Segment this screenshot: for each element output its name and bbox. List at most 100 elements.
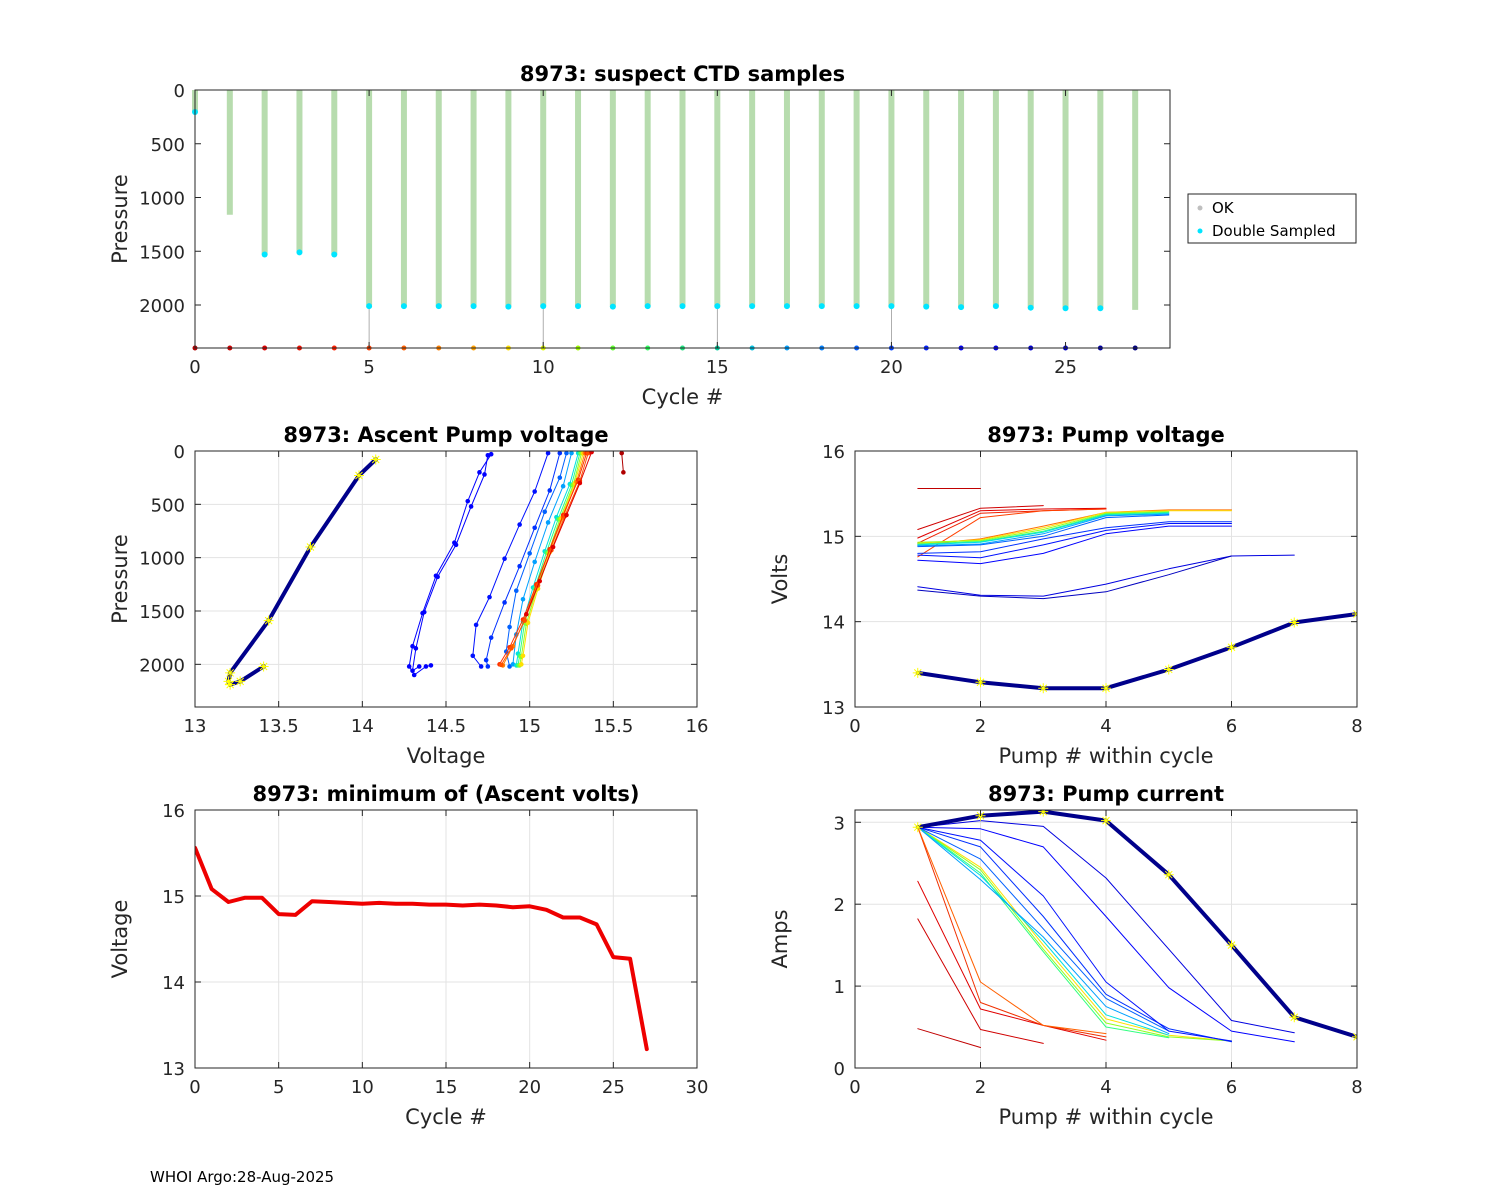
star-marker [1038,683,1049,694]
star-marker [225,679,236,690]
chart-ascent-pump-voltage: 13 13.5 14 14.5 15 15.5 16 0 500 1000 1500 2000 8973… [108,423,708,768]
y-tick-label: 15 [162,887,185,908]
x-axis-label: Pump # within cycle [999,1105,1214,1129]
x-tick-label: 8 [1351,716,1362,737]
y-tick-label: 1000 [139,549,185,570]
series-line [519,452,582,666]
data-point [502,556,507,562]
x-tick-label: 6 [1226,1077,1237,1098]
x-axis-label: Pump # within cycle [999,744,1214,768]
series-line [917,826,1232,1043]
chart-title: 8973: Pump current [988,782,1224,806]
series-line [915,810,1357,1039]
double-sampled-point [366,303,373,310]
legend-label: Double Sampled [1212,222,1336,240]
data-point [532,559,537,565]
plot-series [195,845,649,1052]
x-tick-label: 0 [849,1077,860,1098]
data-point [416,664,422,669]
x-tick-label: 0 [849,716,860,737]
star-marker [912,667,923,678]
double-sampled-point [540,303,547,310]
data-point [488,635,494,640]
double-sampled-point [818,303,825,310]
series-line [917,512,1170,546]
data-point [508,646,514,651]
data-point [411,672,417,678]
data-point [473,622,479,628]
data-point [545,451,551,456]
series-line [917,523,1232,559]
series-line [472,452,549,667]
series-line [917,826,1232,1042]
y-tick-label: 1500 [139,602,185,623]
series-line [917,514,1170,548]
series-line [917,826,1107,1038]
y-tick-label: 14 [162,973,185,994]
star-marker [1226,940,1237,951]
double-sampled-point [609,303,616,310]
double-sampled-point [749,303,756,310]
y-tick-label: 500 [151,495,185,516]
series-line [485,452,561,667]
x-tick-label: 0 [189,357,200,378]
x-tick-label: 5 [363,357,374,378]
series-line [917,826,1170,1039]
data-point [519,662,524,667]
x-tick-label: 10 [351,1077,374,1098]
chart-title: 8973: Ascent Pump voltage [283,423,608,447]
x-tick-label: 4 [1100,716,1111,737]
double-sampled-point [331,251,338,258]
data-point [560,483,566,489]
star-marker [975,677,986,688]
data-point [487,594,492,600]
series-line [915,612,1357,691]
data-point [520,653,526,659]
series-line [917,826,1295,1043]
star-marker [370,454,381,465]
star-marker [305,542,316,552]
series-line [917,826,1232,1042]
y-tick-label: 2 [834,895,845,916]
data-point [550,544,556,550]
data-point [532,489,537,494]
data-point [569,451,574,456]
series-line [917,521,1232,554]
y-tick-label: 13 [162,1059,185,1080]
series-line [917,918,1044,1044]
plot-series [223,451,626,690]
series-line [917,511,1170,545]
data-point [513,588,519,594]
series-line [505,452,567,667]
y-tick-label: 1 [834,977,845,998]
data-point [547,488,553,493]
x-axis-label: Cycle # [405,1105,487,1129]
star-marker [1289,1012,1300,1023]
series-line [917,880,1107,1041]
data-point [468,504,474,509]
data-point [470,653,476,659]
y-tick-label: 13 [822,698,845,719]
legend-marker [1197,205,1203,211]
x-tick-label: 4 [1100,1077,1111,1098]
y-axis-label: Voltage [108,900,132,979]
x-tick-label: 15.5 [593,716,633,737]
data-point [520,596,526,602]
x-tick-label: 20 [880,357,903,378]
star-marker [353,470,364,481]
y-tick-label: 0 [174,442,185,463]
series-line [525,451,593,615]
x-tick-label: 16 [686,716,709,737]
data-point [485,664,491,669]
data-point [564,512,569,518]
data-point [542,509,548,515]
double-sampled-point [679,303,686,310]
plot-series [912,810,1357,1048]
data-point [453,542,459,548]
series-line [917,826,1232,1042]
double-sampled-point [400,303,407,310]
x-tick-label: 20 [518,1077,541,1098]
data-point [522,618,527,623]
data-point [410,668,415,674]
legend: OK Double Sampled [1187,193,1357,244]
